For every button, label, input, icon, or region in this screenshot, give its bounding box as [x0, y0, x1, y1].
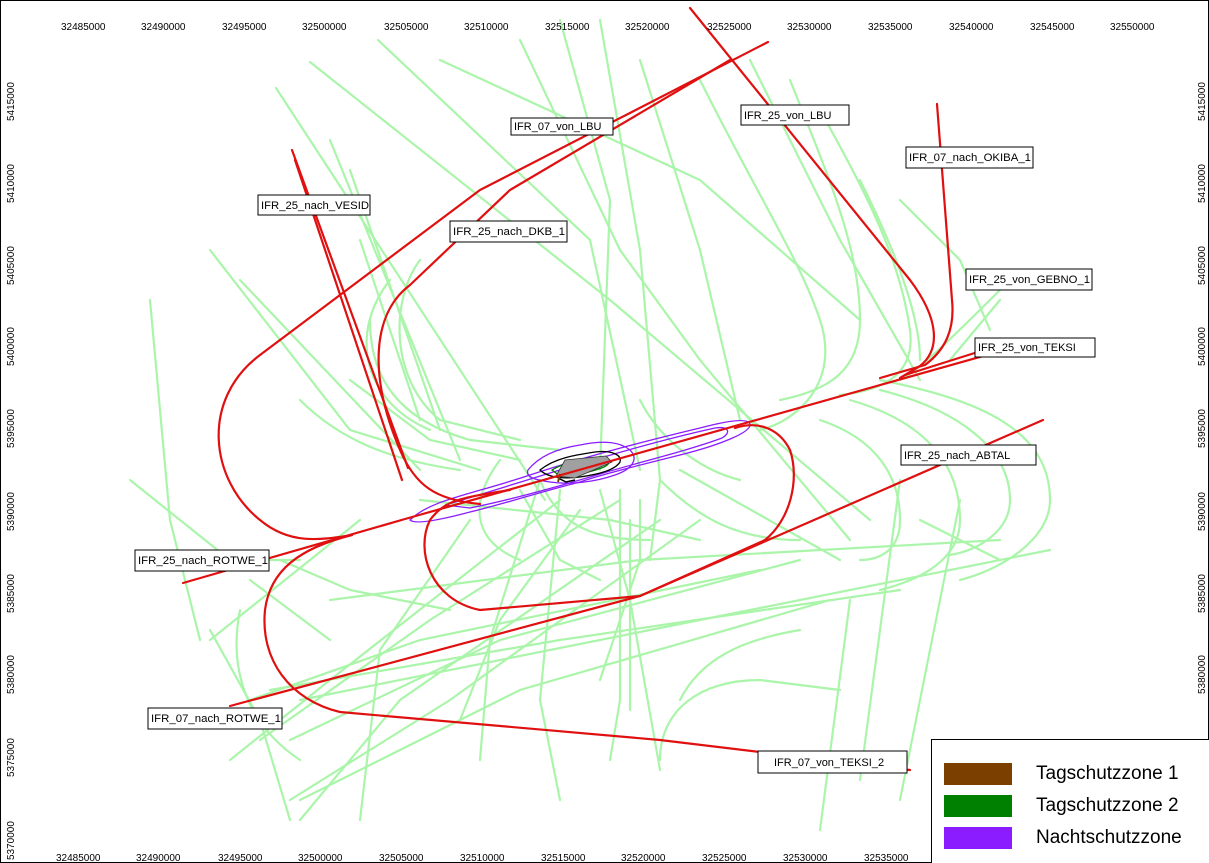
y-tick-left: 5405000 [6, 246, 17, 285]
x-tick-bottom: 32500000 [298, 853, 343, 863]
x-tick-top: 32535000 [868, 22, 913, 33]
y-tick-right: 5380000 [1197, 655, 1208, 694]
legend-swatch [944, 795, 1012, 817]
route-label: IFR_25_nach_ROTWE_1 [134, 549, 270, 572]
route-label-text: IFR_07_von_LBU [514, 121, 601, 133]
y-tick-left: 5395000 [6, 409, 17, 448]
x-tick-top: 32495000 [222, 22, 267, 33]
route-label: IFR_25_nach_VESID [257, 194, 371, 216]
y-tick-right: 5390000 [1197, 492, 1208, 531]
x-tick-top: 32545000 [1030, 22, 1075, 33]
route-label-text: IFR_25_nach_VESID [261, 200, 369, 212]
x-tick-top: 32520000 [625, 22, 670, 33]
y-tick-left: 5410000 [6, 164, 17, 203]
x-tick-bottom: 32535000 [864, 853, 909, 863]
route-label-text: IFR_25_von_LBU [744, 110, 831, 122]
y-tick-right: 5385000 [1197, 574, 1208, 613]
y-tick-left: 5415000 [6, 82, 17, 121]
x-tick-top: 32505000 [384, 22, 429, 33]
x-tick-bottom: 32490000 [136, 853, 181, 863]
y-tick-right: 5415000 [1197, 82, 1208, 121]
x-tick-bottom: 32530000 [783, 853, 828, 863]
legend-label: Nachtschutzzone [1036, 827, 1182, 848]
ifr-routes [181, 6, 1045, 772]
route-label-text: IFR_25_von_TEKSI [978, 342, 1076, 354]
x-axis-bottom: 32485000 32490000 32495000 32500000 3250… [56, 853, 909, 863]
x-tick-top: 32515000 [545, 22, 590, 33]
x-tick-bottom: 32510000 [460, 853, 505, 863]
y-tick-left: 5375000 [6, 738, 17, 777]
legend-swatch [944, 763, 1012, 785]
x-tick-top: 32485000 [61, 22, 106, 33]
x-tick-bottom: 32505000 [379, 853, 424, 863]
x-tick-top: 32530000 [787, 22, 832, 33]
route-label: IFR_25_von_TEKSI [974, 337, 1096, 358]
y-axis-left: 5415000 5410000 5405000 5400000 5395000 … [6, 82, 17, 860]
legend: Tagschutzzone 1 Tagschutzzone 2 Nachtsch… [931, 739, 1209, 863]
x-tick-bottom: 32520000 [621, 853, 666, 863]
route-label: IFR_07_von_TEKSI_2 [757, 750, 908, 774]
x-axis-top: 32485000 32490000 32495000 32500000 3250… [61, 22, 1155, 33]
x-tick-top: 32500000 [302, 22, 347, 33]
route-label: IFR_25_von_LBU [740, 104, 850, 126]
y-tick-left: 5385000 [6, 574, 17, 613]
route-label: IFR_25_nach_DKB_1 [449, 220, 568, 243]
y-tick-right: 5395000 [1197, 409, 1208, 448]
y-tick-left: 5390000 [6, 492, 17, 531]
x-tick-bottom: 32495000 [218, 853, 263, 863]
route-label-text: IFR_25_nach_ROTWE_1 [138, 555, 268, 567]
route-label-text: IFR_25_nach_DKB_1 [453, 226, 565, 238]
route-label: IFR_25_von_GEBNO_1 [965, 268, 1093, 291]
y-tick-left: 5370000 [6, 821, 17, 860]
legend-label: Tagschutzzone 2 [1036, 795, 1179, 816]
legend-label: Tagschutzzone 1 [1036, 763, 1179, 784]
route-label-text: IFR_07_nach_OKIBA_1 [909, 152, 1031, 164]
route-label: IFR_07_nach_ROTWE_1 [147, 707, 283, 730]
route-label-text: IFR_07_von_TEKSI_2 [774, 757, 884, 769]
route-label-text: IFR_25_von_GEBNO_1 [969, 274, 1090, 286]
route-label: IFR_07_nach_OKIBA_1 [905, 146, 1034, 169]
y-axis-right: 5415000 5410000 5405000 5400000 5395000 … [1197, 82, 1208, 694]
legend-item-nachtschutzzone: Nachtschutzzone [944, 825, 1182, 851]
x-tick-top: 32550000 [1110, 22, 1155, 33]
x-tick-top: 32540000 [949, 22, 994, 33]
y-tick-left: 5400000 [6, 327, 17, 366]
x-tick-top: 32490000 [141, 22, 186, 33]
route-label: IFR_25_nach_ABTAL [900, 444, 1037, 466]
legend-item-tagschutzzone-2: Tagschutzzone 2 [944, 793, 1179, 819]
x-tick-top: 32510000 [464, 22, 509, 33]
flight-tracks [128, 18, 1052, 832]
x-tick-top: 32525000 [707, 22, 752, 33]
route-label-text: IFR_25_nach_ABTAL [904, 450, 1010, 462]
x-tick-bottom: 32515000 [541, 853, 586, 863]
x-tick-bottom: 32485000 [56, 853, 101, 863]
y-tick-right: 5410000 [1197, 164, 1208, 203]
y-tick-right: 5400000 [1197, 327, 1208, 366]
legend-swatch [944, 827, 1012, 849]
y-tick-left: 5380000 [6, 655, 17, 694]
x-tick-bottom: 32525000 [702, 853, 747, 863]
y-tick-right: 5405000 [1197, 246, 1208, 285]
route-label: IFR_07_von_LBU [510, 117, 614, 136]
route-label-text: IFR_07_nach_ROTWE_1 [151, 713, 281, 725]
legend-item-tagschutzzone-1: Tagschutzzone 1 [944, 761, 1179, 787]
